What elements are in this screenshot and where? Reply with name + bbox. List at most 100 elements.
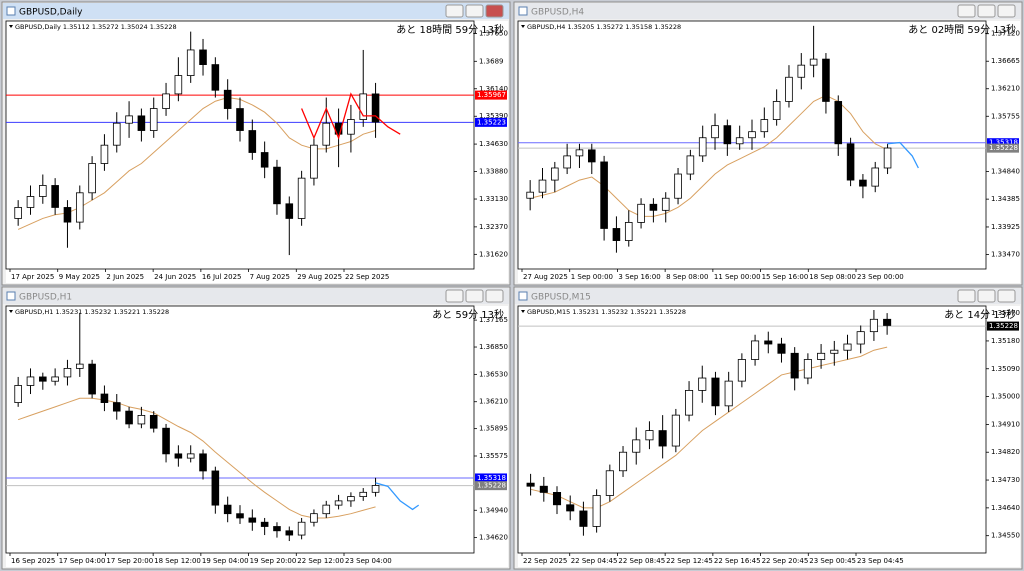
candle-body — [273, 526, 281, 532]
candle-body — [223, 504, 232, 515]
y-tick-label: 1.34840 — [991, 168, 1020, 176]
symbol-arrow — [521, 25, 525, 28]
candle-body — [698, 137, 707, 157]
candle-body — [112, 122, 121, 146]
close-button[interactable] — [997, 4, 1016, 18]
close-button[interactable] — [997, 289, 1016, 303]
candle-body — [125, 410, 133, 425]
candle-body — [174, 453, 183, 459]
symbol-info: GBPUSD,H4 1.35205 1.35272 1.35158 1.3522… — [527, 23, 681, 31]
x-tick-label: 23 Sep 04:45 — [857, 557, 904, 565]
candle-body — [137, 115, 146, 131]
symbol-info: GBPUSD,H1 1.35231 1.35232 1.35221 1.3522… — [15, 308, 169, 316]
bar-countdown: あと 02時間 59分 13秒 — [908, 23, 1016, 36]
candle-body — [797, 64, 806, 78]
candle-body — [661, 197, 670, 211]
y-tick-label: 1.33470 — [991, 250, 1020, 258]
candle-body — [75, 192, 84, 223]
candle-body — [803, 359, 812, 379]
y-tick-label: 1.35000 — [991, 393, 1020, 401]
window-icon — [518, 291, 528, 301]
candle-body — [26, 196, 35, 208]
y-tick-label: 1.34630 — [479, 140, 508, 148]
candle-body — [605, 470, 614, 496]
candle-body — [51, 376, 59, 382]
window-icon — [6, 6, 16, 16]
candle-body — [871, 167, 880, 187]
x-tick-label: 9 May 2025 — [59, 273, 100, 281]
candle-body — [39, 185, 47, 197]
price-tag — [475, 90, 507, 100]
candle-body — [149, 108, 158, 131]
symbol-arrow — [521, 310, 525, 313]
x-tick-label: 18 Sep 08:00 — [809, 273, 856, 281]
candle-body — [162, 427, 170, 455]
x-tick-label: 17 Apr 2025 — [11, 273, 54, 281]
price-tag-label: 1.35318 — [477, 474, 506, 482]
candle-body — [764, 340, 773, 345]
candle-body — [551, 167, 559, 181]
title-bar — [515, 3, 1021, 19]
maximize-button[interactable] — [465, 289, 484, 303]
price-tag — [475, 117, 507, 127]
x-tick-label: 1 Sep 00:00 — [571, 273, 613, 281]
candle-body — [359, 491, 368, 497]
candle-body — [552, 492, 562, 506]
candle-body — [125, 115, 133, 124]
minimize-button[interactable] — [957, 289, 976, 303]
close-button[interactable] — [485, 289, 504, 303]
candle-body — [199, 453, 207, 472]
x-tick-label: 3 Sep 16:00 — [618, 273, 660, 281]
candle-body — [751, 340, 760, 360]
x-tick-label: 27 Aug 2025 — [523, 273, 568, 281]
candle-body — [100, 144, 109, 164]
candle-body — [859, 179, 867, 187]
price-tag-label: 1.35318 — [989, 139, 1018, 147]
candle-body — [186, 49, 195, 76]
drawn-line — [887, 141, 919, 169]
chart-area — [518, 306, 1020, 567]
candle-body — [51, 185, 59, 208]
candle-body — [869, 318, 878, 333]
maximize-button[interactable] — [977, 4, 996, 18]
candle-body — [748, 131, 756, 139]
minimize-button[interactable] — [957, 4, 976, 18]
candle-body — [526, 191, 534, 199]
minimize-button[interactable] — [445, 289, 464, 303]
candle-body — [526, 482, 535, 487]
maximize-button[interactable] — [977, 289, 996, 303]
y-tick-label: 1.34550 — [991, 532, 1020, 540]
price-tag — [987, 321, 1019, 331]
x-tick-label: 11 Sep 00:00 — [714, 273, 761, 281]
chart-area — [6, 306, 508, 567]
candle-body — [137, 414, 146, 425]
candle-body — [587, 149, 596, 163]
candle-body — [322, 504, 331, 515]
candle-body — [248, 130, 257, 153]
bar-countdown: あと 59分 13秒 — [432, 308, 504, 321]
symbol-info: GBPUSD,Daily 1.35112 1.35272 1.35024 1.3… — [15, 23, 177, 31]
candle-body — [649, 203, 658, 211]
title-bar — [3, 288, 509, 304]
candle-body — [186, 453, 195, 459]
y-tick-label: 1.34730 — [991, 476, 1020, 484]
y-tick-label: 1.31620 — [479, 250, 508, 258]
maximize-button[interactable] — [465, 4, 484, 18]
symbol-arrow — [9, 310, 13, 313]
chart-window: GBPUSD,M15 1.35270 1.35180 1.35090 1.35000 1.… — [513, 286, 1023, 570]
y-tick-label: 1.34385 — [991, 195, 1020, 203]
chart-area — [518, 21, 1020, 283]
candle-body — [371, 93, 380, 123]
close-button[interactable] — [485, 4, 504, 18]
candle-body — [297, 521, 306, 536]
plot-border — [5, 305, 475, 554]
minimize-button[interactable] — [445, 4, 464, 18]
candle-body — [737, 359, 746, 382]
x-tick-label: 22 Sep 16:45 — [714, 557, 761, 565]
x-tick-label: 19 Sep 04:00 — [202, 557, 249, 565]
x-tick-label: 22 Sep 2025 — [523, 557, 567, 565]
candle-body — [285, 203, 294, 219]
plot-border — [517, 305, 987, 554]
y-tick-label: 1.33880 — [479, 168, 508, 176]
candle-body — [566, 504, 575, 512]
